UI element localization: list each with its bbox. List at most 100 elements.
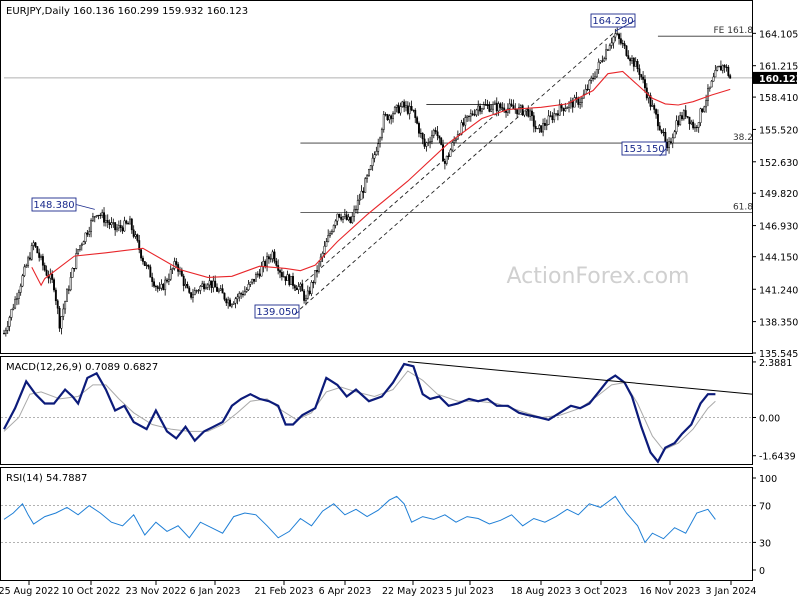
candle-body	[56, 300, 59, 309]
candle-body	[397, 104, 400, 114]
candle-body	[110, 222, 113, 225]
candle-body	[692, 121, 695, 129]
watermark: ActionForex.com	[507, 264, 690, 289]
candle-body	[651, 105, 654, 107]
candle-body	[340, 216, 343, 220]
candle-body	[729, 75, 732, 79]
candle-body	[12, 307, 15, 310]
candle-body	[536, 128, 539, 130]
candle-body	[440, 137, 443, 145]
price-annotation-label: 153.150	[623, 144, 664, 155]
candle-body	[245, 289, 248, 292]
candle-body	[405, 105, 407, 108]
candle-body	[666, 141, 669, 149]
candle-body	[564, 108, 567, 112]
candle-body	[69, 277, 72, 291]
candle-body	[14, 298, 17, 309]
candle-body	[303, 290, 306, 301]
candle-body	[160, 283, 163, 289]
candle-body	[406, 105, 409, 114]
candle-body	[462, 122, 465, 126]
candle-body	[625, 45, 628, 56]
price-tick-label: 141.240	[759, 285, 798, 296]
macd-pane-border	[0, 356, 753, 465]
price-tick-label: 135.545	[759, 349, 798, 360]
candle-body	[518, 107, 520, 115]
candle-body	[266, 256, 269, 267]
price-annotation-leader	[294, 311, 300, 315]
date-tick-label: 5 Jul 2023	[446, 586, 494, 597]
candle-body	[384, 114, 387, 116]
candle-body	[280, 272, 283, 277]
candle-body	[484, 104, 487, 106]
candle-body	[488, 105, 491, 112]
candle-body	[469, 113, 472, 117]
candle-body	[154, 285, 157, 288]
candle-body	[308, 290, 311, 294]
rsi-line	[3, 495, 716, 544]
candle-body	[314, 270, 317, 283]
candle-body	[684, 110, 687, 117]
candle-body	[254, 274, 257, 282]
candle-body	[669, 141, 672, 144]
candle-body	[493, 102, 496, 105]
candle-body	[549, 115, 552, 117]
candle-body	[603, 58, 606, 62]
price-tick-label: 146.930	[759, 222, 798, 233]
candle-body	[77, 249, 80, 254]
candle-body	[125, 220, 128, 224]
candle-body	[708, 86, 711, 89]
candle-body	[145, 264, 148, 266]
candle-body	[482, 104, 485, 110]
date-tick-label: 25 Aug 2022	[0, 586, 59, 597]
candle-body	[586, 88, 589, 91]
candle-body	[451, 142, 454, 151]
candle-body	[182, 275, 185, 286]
candle-body	[184, 284, 187, 286]
candle-body	[638, 68, 641, 75]
candle-body	[214, 280, 217, 288]
candle-body	[219, 288, 222, 291]
candle-body	[156, 286, 159, 289]
candle-body	[590, 77, 593, 81]
candle-body	[136, 234, 139, 241]
candle-body	[193, 290, 196, 296]
candle-body	[149, 266, 152, 278]
candle-body	[492, 104, 495, 110]
candle-body	[104, 220, 107, 223]
candle-body	[332, 225, 335, 232]
candle-body	[414, 110, 417, 118]
price-tick-label: 158.410	[759, 93, 798, 104]
last-price-label: 160.123	[759, 74, 800, 85]
candle-body	[95, 215, 98, 217]
candle-body	[143, 261, 146, 266]
candle-body	[644, 79, 646, 89]
candle-body	[306, 290, 309, 299]
candle-body	[167, 278, 170, 282]
candle-body	[290, 276, 293, 285]
candle-body	[43, 265, 46, 271]
candle-body	[584, 88, 587, 95]
candle-body	[75, 253, 78, 269]
rsi-pane	[1, 495, 752, 544]
candle-body	[206, 284, 209, 288]
price-tick-label: 164.105	[759, 29, 798, 40]
candle-body	[216, 286, 218, 292]
candle-body	[718, 65, 721, 68]
candle-body	[343, 214, 346, 217]
candle-body	[429, 141, 432, 143]
candle-body	[547, 115, 550, 125]
candle-body	[362, 190, 365, 193]
price-tick-label: 155.520	[759, 125, 798, 136]
candle-body	[212, 280, 215, 288]
candle-body	[505, 110, 507, 113]
date-tick-label: 23 Nov 2022	[126, 586, 187, 597]
candle-body	[192, 294, 194, 298]
candle-body	[355, 209, 357, 211]
candle-body	[60, 316, 63, 329]
candle-body	[93, 216, 96, 218]
candle-body	[695, 126, 698, 128]
candle-body	[466, 115, 469, 118]
rsi-pane-border	[0, 467, 753, 581]
candle-body	[707, 88, 709, 101]
